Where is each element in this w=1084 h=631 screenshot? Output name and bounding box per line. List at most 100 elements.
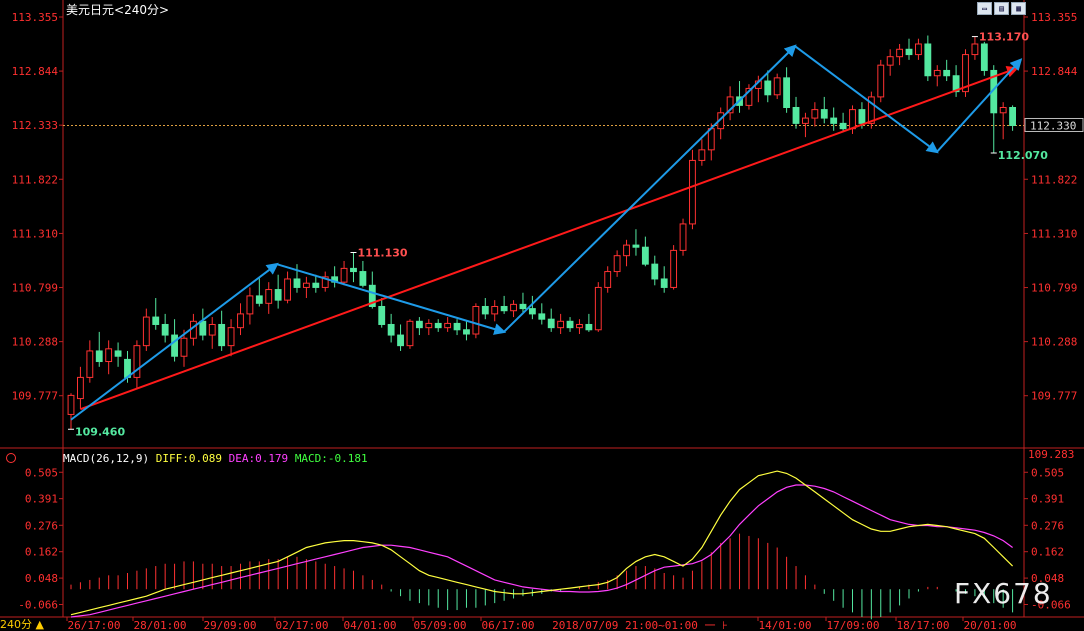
- candle-body: [472, 305, 480, 335]
- price-tick-label-right: 111.822: [1031, 173, 1077, 186]
- macd-tick-label-right: 0.505: [1031, 466, 1064, 479]
- macd-settings-icon[interactable]: [6, 453, 16, 463]
- annotation-label: 112.070: [998, 149, 1048, 162]
- price-tick-label-right: 112.844: [1031, 65, 1078, 78]
- candle-body: [76, 376, 84, 400]
- candle-body: [830, 117, 838, 124]
- symbol-name: 美元日元: [66, 3, 115, 17]
- x-tick-label: 05/09:00: [414, 619, 467, 631]
- price-tick-label-left: 109.777: [12, 390, 58, 403]
- candle-body: [952, 75, 960, 93]
- candle-body: [510, 303, 517, 312]
- price-tick-label-left: 110.799: [12, 282, 58, 295]
- candle-body: [745, 87, 753, 106]
- macd-tick-label-left: 0.505: [25, 466, 58, 479]
- watermark-logo: FX678: [954, 577, 1053, 610]
- x-tick-label: 20/01:00: [964, 619, 1017, 631]
- macd-tick-label-right: -0.066: [1031, 598, 1071, 611]
- candle-body: [773, 77, 781, 96]
- candle-body: [161, 323, 169, 336]
- macd-tick-label-left: 0.162: [25, 546, 58, 559]
- candle-body: [538, 313, 546, 320]
- candle-body: [133, 345, 141, 378]
- candle-body: [86, 350, 94, 378]
- current-price-box: [1024, 117, 1084, 132]
- candle-body: [623, 244, 630, 257]
- price-tick-label-left: 112.333: [12, 119, 58, 132]
- candle-body: [208, 323, 216, 336]
- candle-body: [246, 295, 254, 315]
- chart-type-icon[interactable]: ▭: [977, 2, 992, 15]
- candle-body: [500, 305, 508, 312]
- candle-body: [707, 128, 715, 151]
- candle-body: [670, 249, 678, 288]
- candle-body: [839, 122, 847, 130]
- macd-tick-label-left: 0.276: [25, 519, 58, 532]
- candle-body: [359, 271, 367, 286]
- trend-line-red: [80, 65, 1019, 411]
- candle-body: [613, 255, 621, 273]
- trend-layer: [70, 44, 1023, 421]
- macd-diff-line: [70, 470, 1014, 616]
- candle-body: [783, 77, 791, 108]
- timeframe-label: <240分>: [114, 3, 170, 17]
- trend-arrow-blue: [794, 45, 939, 154]
- period-button[interactable]: 240分 ▲: [0, 618, 62, 631]
- candle-body: [971, 43, 979, 56]
- candle-body: [576, 323, 583, 329]
- candle-body: [660, 278, 668, 288]
- price-tick-label-left: 111.822: [12, 173, 58, 186]
- x-cursor-label: 2018/07/09 21:00~01:00 一 ⊦: [552, 619, 728, 631]
- candle-body: [481, 305, 489, 315]
- x-tick-label: 04/01:00: [344, 619, 397, 631]
- candle-body: [255, 295, 263, 304]
- macd-tick-label-right: 0.048: [1031, 572, 1064, 585]
- candle-body: [604, 271, 612, 288]
- candle-body: [764, 80, 772, 96]
- candle-body: [792, 106, 800, 124]
- trend-arrow-blue: [276, 263, 507, 335]
- candle-body: [463, 329, 470, 335]
- macd-dea-value: DEA:0.179: [228, 452, 289, 465]
- expand-icon[interactable]: ▦: [1011, 2, 1026, 15]
- candle-body: [171, 334, 178, 357]
- candle-body: [274, 289, 282, 301]
- candle-body: [962, 54, 969, 93]
- x-tick-label: 29/09:00: [204, 619, 257, 631]
- candle-body: [425, 322, 433, 329]
- macd-tick-label-right: 0.162: [1031, 546, 1064, 559]
- macd-dea-line: [70, 484, 1013, 618]
- macd-hist-value: MACD:-0.181: [294, 452, 368, 465]
- trend-arrow-blue: [936, 58, 1023, 153]
- candle-body: [397, 334, 404, 347]
- candle-body: [1009, 106, 1017, 126]
- candle-body: [924, 43, 932, 77]
- price-tick-label-right: 111.310: [1031, 227, 1077, 240]
- candle-body: [585, 323, 593, 331]
- candle-body: [867, 96, 875, 124]
- candle-body: [434, 322, 442, 329]
- candle-body: [641, 246, 649, 265]
- candle-body: [651, 263, 659, 280]
- price-tick-label-left: 111.310: [12, 227, 58, 240]
- x-tick-label: 14/01:00: [759, 619, 812, 631]
- candle-body: [378, 305, 386, 325]
- candle-body: [849, 109, 856, 130]
- candle-body: [811, 109, 819, 119]
- candle-body: [284, 278, 291, 301]
- candle-body: [152, 316, 160, 325]
- price-tick-label-left: 110.288: [12, 336, 58, 349]
- candle-body: [142, 316, 150, 347]
- x-tick-label: 17/09:00: [827, 619, 880, 631]
- candle-body: [312, 282, 320, 288]
- candle-body: [557, 320, 565, 329]
- candles-layer: [67, 35, 1017, 430]
- candle-body: [114, 350, 122, 357]
- annotation-label: 111.130: [357, 247, 407, 260]
- indicator-icon[interactable]: ▤: [994, 2, 1009, 15]
- x-tick-label: 18/17:00: [897, 619, 950, 631]
- candle-body: [915, 43, 922, 56]
- candle-body: [594, 286, 602, 331]
- candle-body: [896, 48, 904, 58]
- candle-body: [547, 318, 555, 329]
